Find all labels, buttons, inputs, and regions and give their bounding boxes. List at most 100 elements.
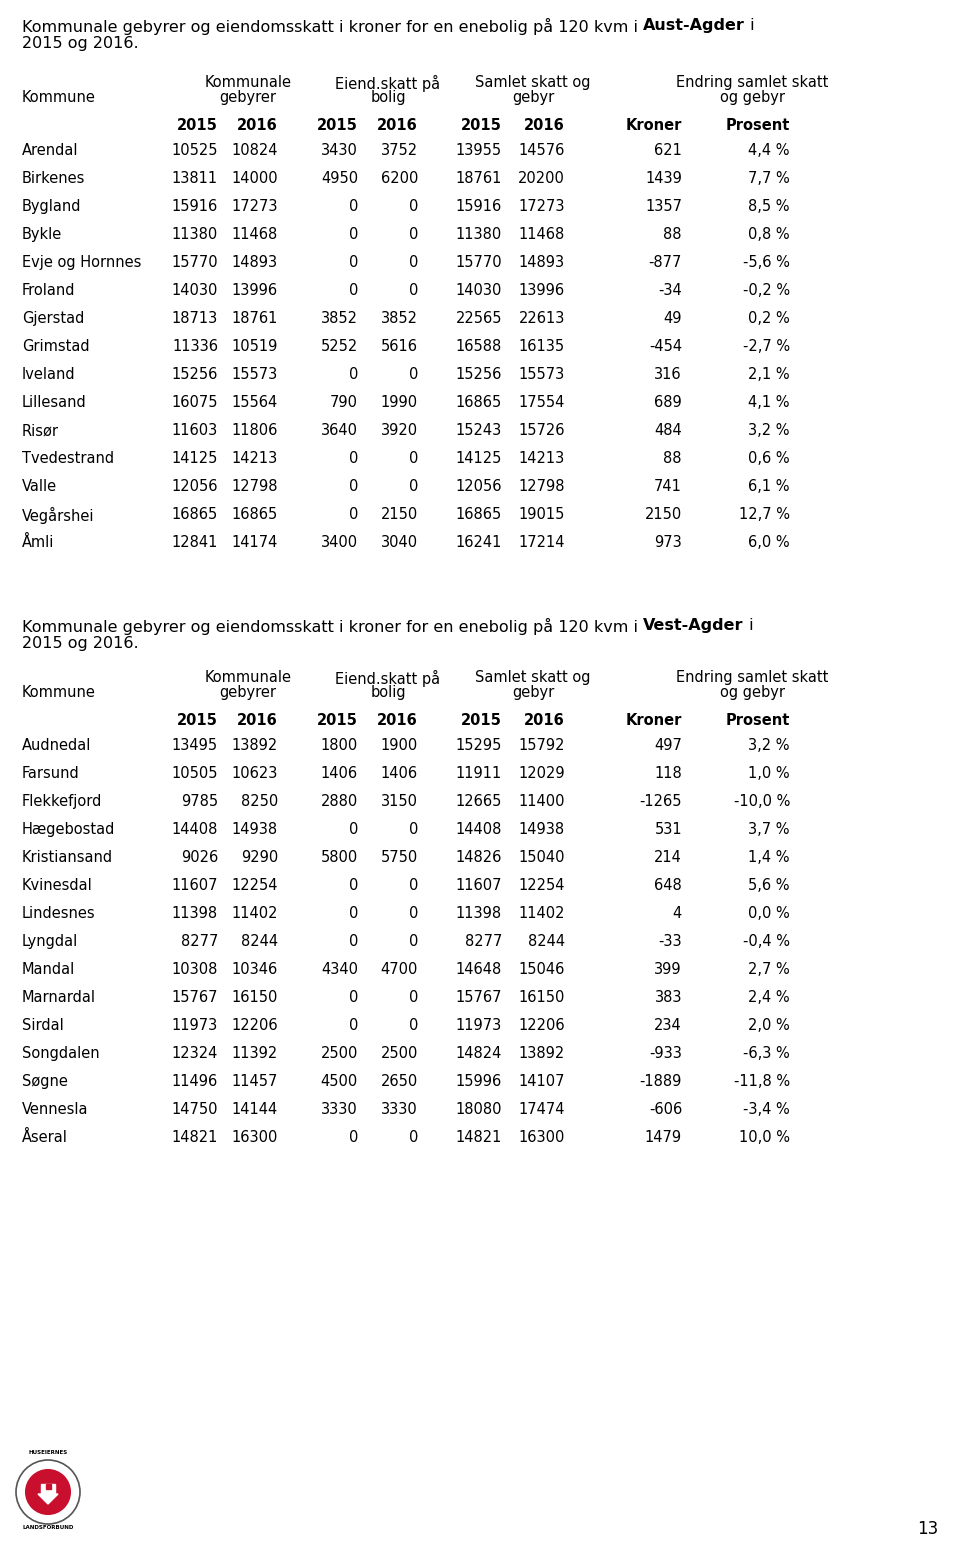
Text: 11603: 11603 [172,423,218,437]
Text: 12841: 12841 [172,535,218,549]
Text: Samlet skatt og: Samlet skatt og [475,671,590,685]
Text: -454: -454 [649,339,682,355]
Text: -0,4 %: -0,4 % [743,934,790,949]
Text: 14750: 14750 [172,1102,218,1117]
Text: 16300: 16300 [518,1130,565,1145]
Text: Kroner: Kroner [626,118,682,132]
Text: 12206: 12206 [231,1018,278,1033]
Text: 22613: 22613 [518,311,565,327]
Text: 10308: 10308 [172,962,218,977]
Text: 11607: 11607 [172,878,218,893]
Text: 14821: 14821 [172,1130,218,1145]
Text: 14174: 14174 [231,535,278,549]
Text: 16150: 16150 [518,990,565,1005]
Text: Kommunale: Kommunale [204,671,292,685]
Text: 13996: 13996 [232,283,278,299]
Text: 6,0 %: 6,0 % [749,535,790,549]
Text: Eiend.skatt på: Eiend.skatt på [335,75,441,92]
Text: 0: 0 [409,878,418,893]
Text: 7,7 %: 7,7 % [748,171,790,187]
Text: 11911: 11911 [456,766,502,781]
Text: 4,4 %: 4,4 % [749,143,790,159]
Text: 2,0 %: 2,0 % [748,1018,790,1033]
Text: -33: -33 [659,934,682,949]
Text: 18761: 18761 [456,171,502,187]
Text: 1,4 %: 1,4 % [749,850,790,865]
Text: 15767: 15767 [455,990,502,1005]
Text: 13: 13 [917,1520,938,1537]
Text: 14213: 14213 [518,451,565,465]
Text: gebyr: gebyr [512,685,554,700]
Text: Vest-Agder: Vest-Agder [643,618,744,633]
Text: Mandal: Mandal [22,962,75,977]
Text: 16865: 16865 [231,507,278,521]
Text: 316: 316 [655,367,682,383]
Text: 11336: 11336 [172,339,218,355]
Text: 5616: 5616 [381,339,418,355]
Text: -933: -933 [649,1046,682,1061]
Text: 0: 0 [348,934,358,949]
Text: gebyrer: gebyrer [220,90,276,104]
Text: 14144: 14144 [231,1102,278,1117]
Text: 0: 0 [348,199,358,215]
Text: Froland: Froland [22,283,76,299]
Text: 2015: 2015 [178,118,218,132]
Text: 0: 0 [409,1018,418,1033]
Text: 2016: 2016 [237,713,278,728]
Text: -877: -877 [649,255,682,271]
Text: 0,8 %: 0,8 % [749,227,790,243]
Text: 484: 484 [655,423,682,437]
Text: Iveland: Iveland [22,367,76,383]
Text: 0: 0 [348,479,358,493]
Text: 8,5 %: 8,5 % [749,199,790,215]
Text: 15573: 15573 [231,367,278,383]
Text: Eiend.skatt på: Eiend.skatt på [335,671,441,688]
Text: 2016: 2016 [377,118,418,132]
Text: 5800: 5800 [321,850,358,865]
Text: 13495: 13495 [172,738,218,753]
Text: 2,1 %: 2,1 % [749,367,790,383]
Text: 3,7 %: 3,7 % [749,822,790,837]
Text: 10505: 10505 [172,766,218,781]
Text: 14821: 14821 [456,1130,502,1145]
Text: 0: 0 [348,367,358,383]
Text: 2015: 2015 [317,713,358,728]
Text: -34: -34 [659,283,682,299]
Text: 15916: 15916 [456,199,502,215]
Text: 12206: 12206 [518,1018,565,1033]
Text: 22565: 22565 [455,311,502,327]
Text: 15040: 15040 [518,850,565,865]
Text: 3150: 3150 [381,794,418,809]
Text: 2016: 2016 [524,713,565,728]
Text: 15726: 15726 [518,423,565,437]
Text: 12798: 12798 [231,479,278,493]
Text: og gebyr: og gebyr [719,685,784,700]
Text: 15770: 15770 [172,255,218,271]
Text: 11402: 11402 [231,906,278,921]
Text: 9785: 9785 [180,794,218,809]
Text: 1357: 1357 [645,199,682,215]
Text: Kristiansand: Kristiansand [22,850,113,865]
Text: 2015 og 2016.: 2015 og 2016. [22,636,138,650]
Text: 0: 0 [348,878,358,893]
Text: 2015: 2015 [317,118,358,132]
Text: 214: 214 [654,850,682,865]
Text: 689: 689 [655,395,682,409]
Text: 0: 0 [348,906,358,921]
Text: 0: 0 [409,990,418,1005]
Circle shape [25,1469,71,1516]
Text: 383: 383 [655,990,682,1005]
Text: 790: 790 [330,395,358,409]
Text: -10,0 %: -10,0 % [733,794,790,809]
Text: 14107: 14107 [518,1074,565,1089]
Text: Tvedestrand: Tvedestrand [22,451,114,465]
Text: 3400: 3400 [321,535,358,549]
Text: bolig: bolig [371,685,406,700]
Text: 10519: 10519 [231,339,278,355]
Text: 3330: 3330 [381,1102,418,1117]
Text: 12798: 12798 [518,479,565,493]
Text: gebyrer: gebyrer [220,685,276,700]
Text: 11468: 11468 [518,227,565,243]
Text: 3920: 3920 [381,423,418,437]
Text: Arendal: Arendal [22,143,79,159]
